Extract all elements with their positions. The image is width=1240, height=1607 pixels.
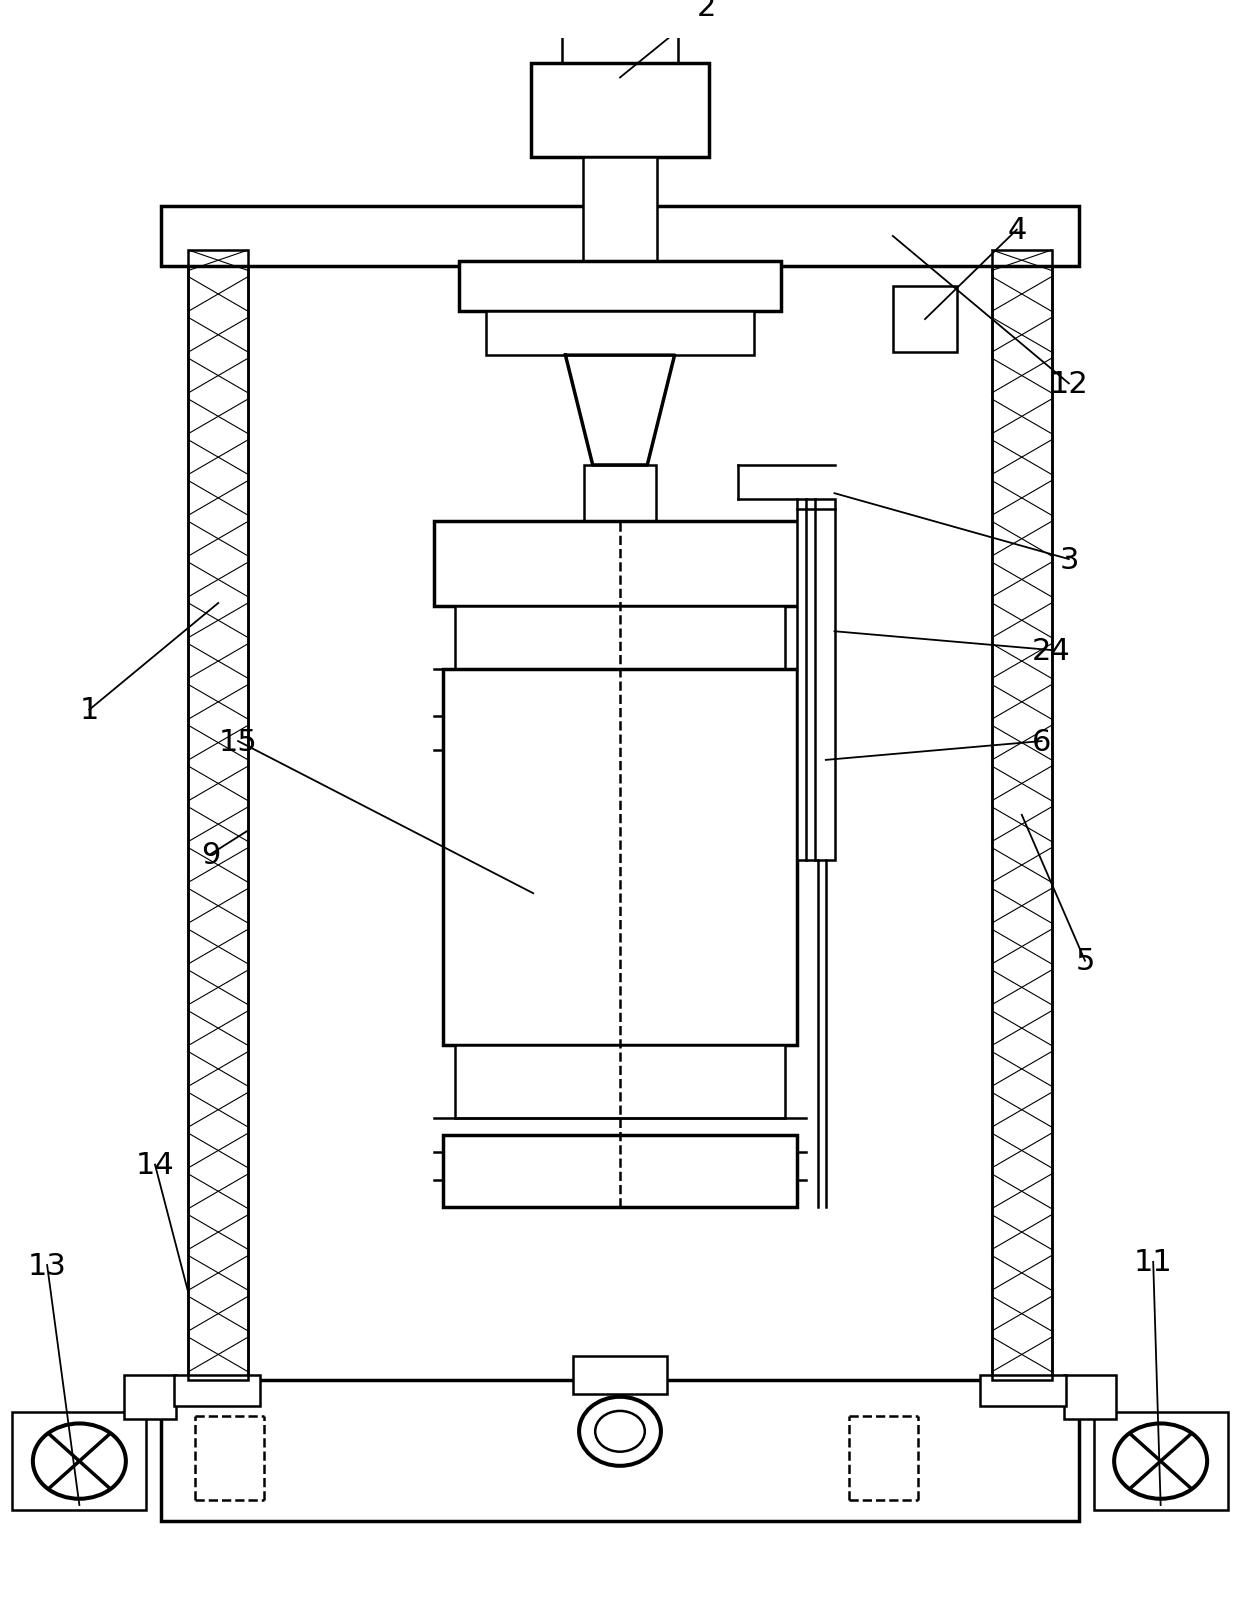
- Text: 14: 14: [135, 1151, 175, 1180]
- Bar: [992, 251, 1052, 1380]
- Bar: [1064, 1376, 1116, 1419]
- Bar: [486, 312, 754, 355]
- Bar: [584, 466, 656, 522]
- Ellipse shape: [595, 1411, 645, 1451]
- Bar: [161, 1380, 1079, 1520]
- Bar: [174, 1376, 260, 1406]
- Polygon shape: [565, 355, 675, 466]
- Text: 5: 5: [1075, 947, 1095, 975]
- Text: 15: 15: [218, 726, 258, 755]
- Bar: [980, 1376, 1066, 1406]
- Text: 1: 1: [79, 696, 99, 725]
- Bar: [443, 1135, 797, 1207]
- Bar: [893, 288, 957, 354]
- Bar: [583, 159, 657, 262]
- Ellipse shape: [32, 1424, 126, 1499]
- Bar: [531, 64, 709, 159]
- Bar: [992, 251, 1052, 1380]
- Bar: [188, 251, 248, 1380]
- Text: 6: 6: [1032, 726, 1052, 755]
- Bar: [161, 207, 1079, 267]
- Bar: [573, 1356, 667, 1393]
- Bar: [980, 222, 1066, 256]
- Bar: [797, 500, 835, 861]
- Bar: [124, 1376, 176, 1419]
- Bar: [455, 607, 785, 670]
- Bar: [174, 222, 260, 256]
- Text: 12: 12: [1049, 370, 1089, 399]
- Text: 24: 24: [1032, 636, 1071, 665]
- Text: 4: 4: [1007, 215, 1027, 244]
- Bar: [562, 35, 678, 67]
- Text: 11: 11: [1133, 1247, 1173, 1276]
- Bar: [455, 1046, 785, 1118]
- Bar: [1094, 1413, 1228, 1511]
- Text: 2: 2: [697, 0, 717, 22]
- Text: 3: 3: [1059, 545, 1079, 574]
- Ellipse shape: [579, 1396, 661, 1466]
- Text: 13: 13: [27, 1250, 67, 1279]
- Text: 9: 9: [201, 840, 221, 869]
- Bar: [443, 670, 797, 1046]
- Bar: [459, 262, 781, 312]
- Bar: [12, 1413, 146, 1511]
- Ellipse shape: [1115, 1424, 1208, 1499]
- Bar: [188, 251, 248, 1380]
- Bar: [434, 522, 806, 607]
